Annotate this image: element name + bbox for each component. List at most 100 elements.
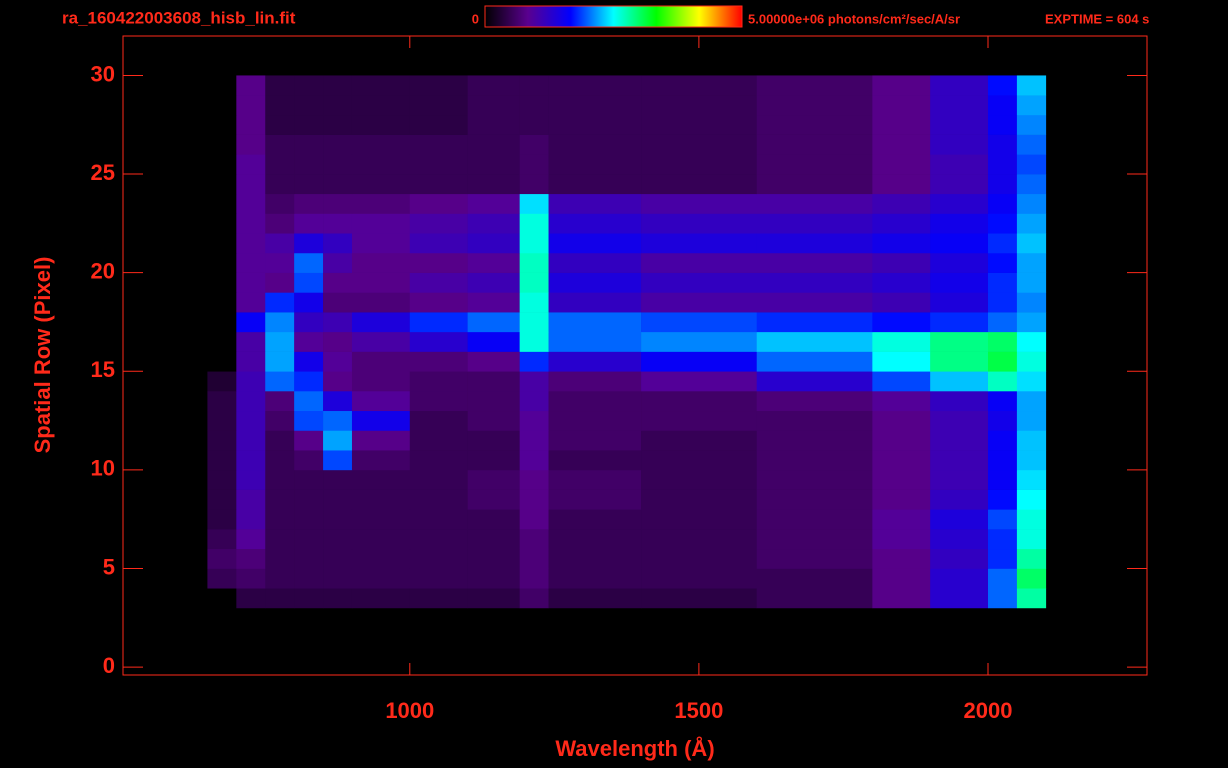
heatmap-cell xyxy=(872,272,931,293)
heatmap-cell xyxy=(548,154,642,175)
heatmap-cell xyxy=(519,391,549,412)
heatmap-cell xyxy=(207,233,237,254)
heatmap-cell xyxy=(930,489,989,510)
heatmap-cell xyxy=(1016,430,1047,451)
heatmap-cell xyxy=(519,233,549,254)
heatmap-cell xyxy=(756,233,873,254)
x-tick-label: 1000 xyxy=(385,698,434,723)
heatmap-cell xyxy=(467,114,520,135)
heatmap-cell xyxy=(1016,154,1047,175)
heatmap-cell xyxy=(987,252,1018,273)
heatmap-cell xyxy=(756,351,873,372)
heatmap-cell xyxy=(1016,410,1047,431)
heatmap-cell xyxy=(467,174,520,195)
heatmap-cell xyxy=(548,292,642,313)
heatmap-cell xyxy=(294,469,324,490)
heatmap-cell xyxy=(1016,509,1047,530)
heatmap-cell xyxy=(294,174,324,195)
heatmap-cell xyxy=(236,568,266,589)
heatmap-cell xyxy=(351,75,411,96)
heatmap-cell xyxy=(1016,213,1047,234)
heatmap-cell xyxy=(207,351,237,372)
heatmap-cell xyxy=(548,174,642,195)
heatmap-cell xyxy=(236,469,266,490)
heatmap-cell xyxy=(323,114,353,135)
heatmap-cell xyxy=(987,95,1018,116)
heatmap-cell xyxy=(265,509,295,530)
heatmap-cell xyxy=(467,193,520,214)
heatmap-cell xyxy=(756,548,873,569)
heatmap-cell xyxy=(294,489,324,510)
heatmap-cell xyxy=(1016,588,1047,609)
heatmap-cell xyxy=(265,154,295,175)
heatmap-cell xyxy=(207,391,237,412)
heatmap-cell xyxy=(236,351,266,372)
heatmap-cell xyxy=(641,312,758,333)
heatmap-cell xyxy=(351,134,411,155)
heatmap-cell xyxy=(236,331,266,352)
heatmap-cell xyxy=(351,272,411,293)
heatmap-cell xyxy=(548,272,642,293)
heatmap-cell xyxy=(641,114,758,135)
heatmap-cell xyxy=(323,509,353,530)
heatmap-cell xyxy=(987,529,1018,550)
heatmap-cell xyxy=(519,529,549,550)
heatmap-cell xyxy=(409,568,468,589)
heatmap-cell xyxy=(294,114,324,135)
heatmap-cell xyxy=(548,588,642,609)
heatmap-cell xyxy=(641,509,758,530)
heatmap-cell xyxy=(351,548,411,569)
heatmap-cell xyxy=(756,331,873,352)
heatmap-cell xyxy=(265,529,295,550)
heatmap-cell xyxy=(265,430,295,451)
heatmap-cell xyxy=(987,134,1018,155)
heatmap-cell xyxy=(641,233,758,254)
heatmap-cell xyxy=(409,252,468,273)
heatmap-cell xyxy=(323,312,353,333)
heatmap-cell xyxy=(207,154,237,175)
heatmap-cell xyxy=(641,450,758,471)
heatmap-cell xyxy=(519,430,549,451)
heatmap-cell xyxy=(987,430,1018,451)
heatmap-cell xyxy=(548,134,642,155)
heatmap-cell xyxy=(641,193,758,214)
colorbar xyxy=(484,5,743,28)
heatmap-cell xyxy=(930,469,989,490)
heatmap-cell xyxy=(872,489,931,510)
heatmap-cell xyxy=(294,450,324,471)
heatmap-cell xyxy=(265,568,295,589)
heatmap-cell xyxy=(872,410,931,431)
heatmap-cell xyxy=(409,371,468,392)
heatmap-cell xyxy=(987,233,1018,254)
heatmap-cell xyxy=(351,391,411,412)
heatmap-cell xyxy=(548,252,642,273)
heatmap-cell xyxy=(930,548,989,569)
heatmap-cell xyxy=(519,371,549,392)
heatmap-cell xyxy=(519,410,549,431)
heatmap-cell xyxy=(930,450,989,471)
heatmap-cell xyxy=(641,410,758,431)
heatmap-cell xyxy=(236,75,266,96)
heatmap-cell xyxy=(323,193,353,214)
heatmap-cell xyxy=(519,489,549,510)
heatmap-cell xyxy=(294,134,324,155)
heatmap-cell xyxy=(548,568,642,589)
heatmap-cell xyxy=(351,331,411,352)
heatmap-cell xyxy=(641,371,758,392)
heatmap-cell xyxy=(872,391,931,412)
heatmap-cell xyxy=(323,489,353,510)
heatmap-cell xyxy=(207,469,237,490)
heatmap-cell xyxy=(930,430,989,451)
heatmap-cell xyxy=(236,371,266,392)
heatmap-cell xyxy=(467,489,520,510)
heatmap-cell xyxy=(641,469,758,490)
heatmap-cell xyxy=(548,193,642,214)
heatmap-cell xyxy=(323,548,353,569)
heatmap-cell xyxy=(236,95,266,116)
heatmap-cell xyxy=(641,529,758,550)
heatmap-cell xyxy=(519,292,549,313)
heatmap-cell xyxy=(351,410,411,431)
heatmap-cell xyxy=(641,391,758,412)
heatmap-cell xyxy=(467,391,520,412)
